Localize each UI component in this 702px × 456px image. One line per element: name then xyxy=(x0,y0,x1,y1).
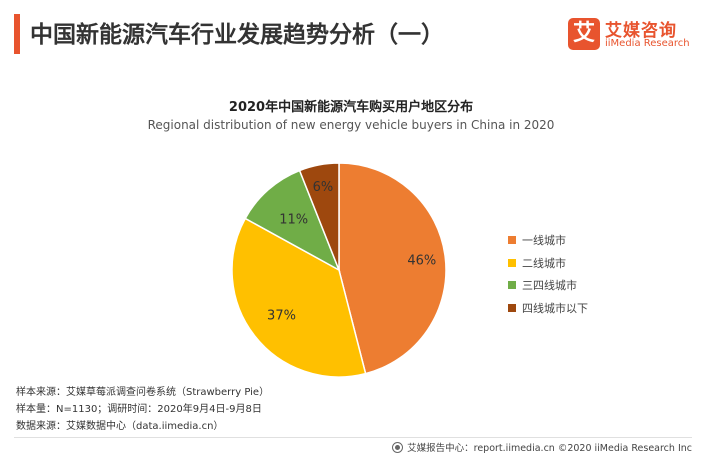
pie-data-label-3: 11% xyxy=(279,213,308,228)
legend-item-tier2: 二线城市 xyxy=(508,252,588,275)
report-center-icon xyxy=(392,441,404,453)
footer-divider xyxy=(14,437,692,438)
legend-item-below-tier4: 四线城市以下 xyxy=(508,297,588,320)
chart-title: 2020年中国新能源汽车购买用户地区分布 xyxy=(228,100,474,115)
pie-data-label-1: 46% xyxy=(407,254,436,269)
logo-english-name: iiMedia Research xyxy=(605,38,690,49)
pie-data-label-2: 37% xyxy=(267,309,296,324)
legend-item-tier3-4: 三四线城市 xyxy=(508,274,588,297)
data-source-note: 数据来源：艾媒数据中心（data.iimedia.cn） xyxy=(16,421,224,432)
pie-slice-1 xyxy=(338,162,447,375)
legend-item-tier1: 一线城市 xyxy=(508,229,588,252)
pie-slice-3 xyxy=(244,169,341,272)
logo-chinese-name: 艾媒咨询 xyxy=(605,21,677,41)
legend-label: 一线城市 xyxy=(522,234,566,248)
legend-label: 四线城市以下 xyxy=(522,301,588,315)
pie-data-label-4: 6% xyxy=(313,180,334,195)
legend-label: 三四线城市 xyxy=(522,279,577,293)
title-accent-bar xyxy=(14,14,20,54)
legend-swatch xyxy=(508,258,516,267)
legend-swatch xyxy=(508,281,516,290)
legend-swatch xyxy=(508,303,516,312)
sample-source-note: 样本来源：艾媒草莓派调查问卷系统（Strawberry Pie） xyxy=(16,387,270,398)
legend-label: 二线城市 xyxy=(522,256,566,270)
source-notes: 样本来源：艾媒草莓派调查问卷系统（Strawberry Pie） 样本量：N=1… xyxy=(16,384,269,435)
pie-slice-2 xyxy=(231,217,367,378)
sample-size-note: 样本量：N=1130；调研时间：2020年9月4日-9月8日 xyxy=(16,404,262,415)
legend-swatch xyxy=(508,236,516,245)
page-title: 中国新能源汽车行业发展趋势分析（一） xyxy=(30,22,444,48)
chart-legend: 一线城市 二线城市 三四线城市 四线城市以下 xyxy=(508,229,588,319)
footer: 艾媒报告中心：report.iimedia.cn ©2020 iiMedia R… xyxy=(392,440,692,454)
logo-icon: 艾 xyxy=(568,18,600,50)
chart-subtitle: Regional distribution of new energy vehi… xyxy=(147,118,555,132)
pie-slice-4 xyxy=(298,162,340,271)
iimedia-logo: 艾 艾媒咨询 iiMedia Research xyxy=(568,14,690,54)
footer-text: 艾媒报告中心：report.iimedia.cn ©2020 iiMedia R… xyxy=(407,443,692,454)
